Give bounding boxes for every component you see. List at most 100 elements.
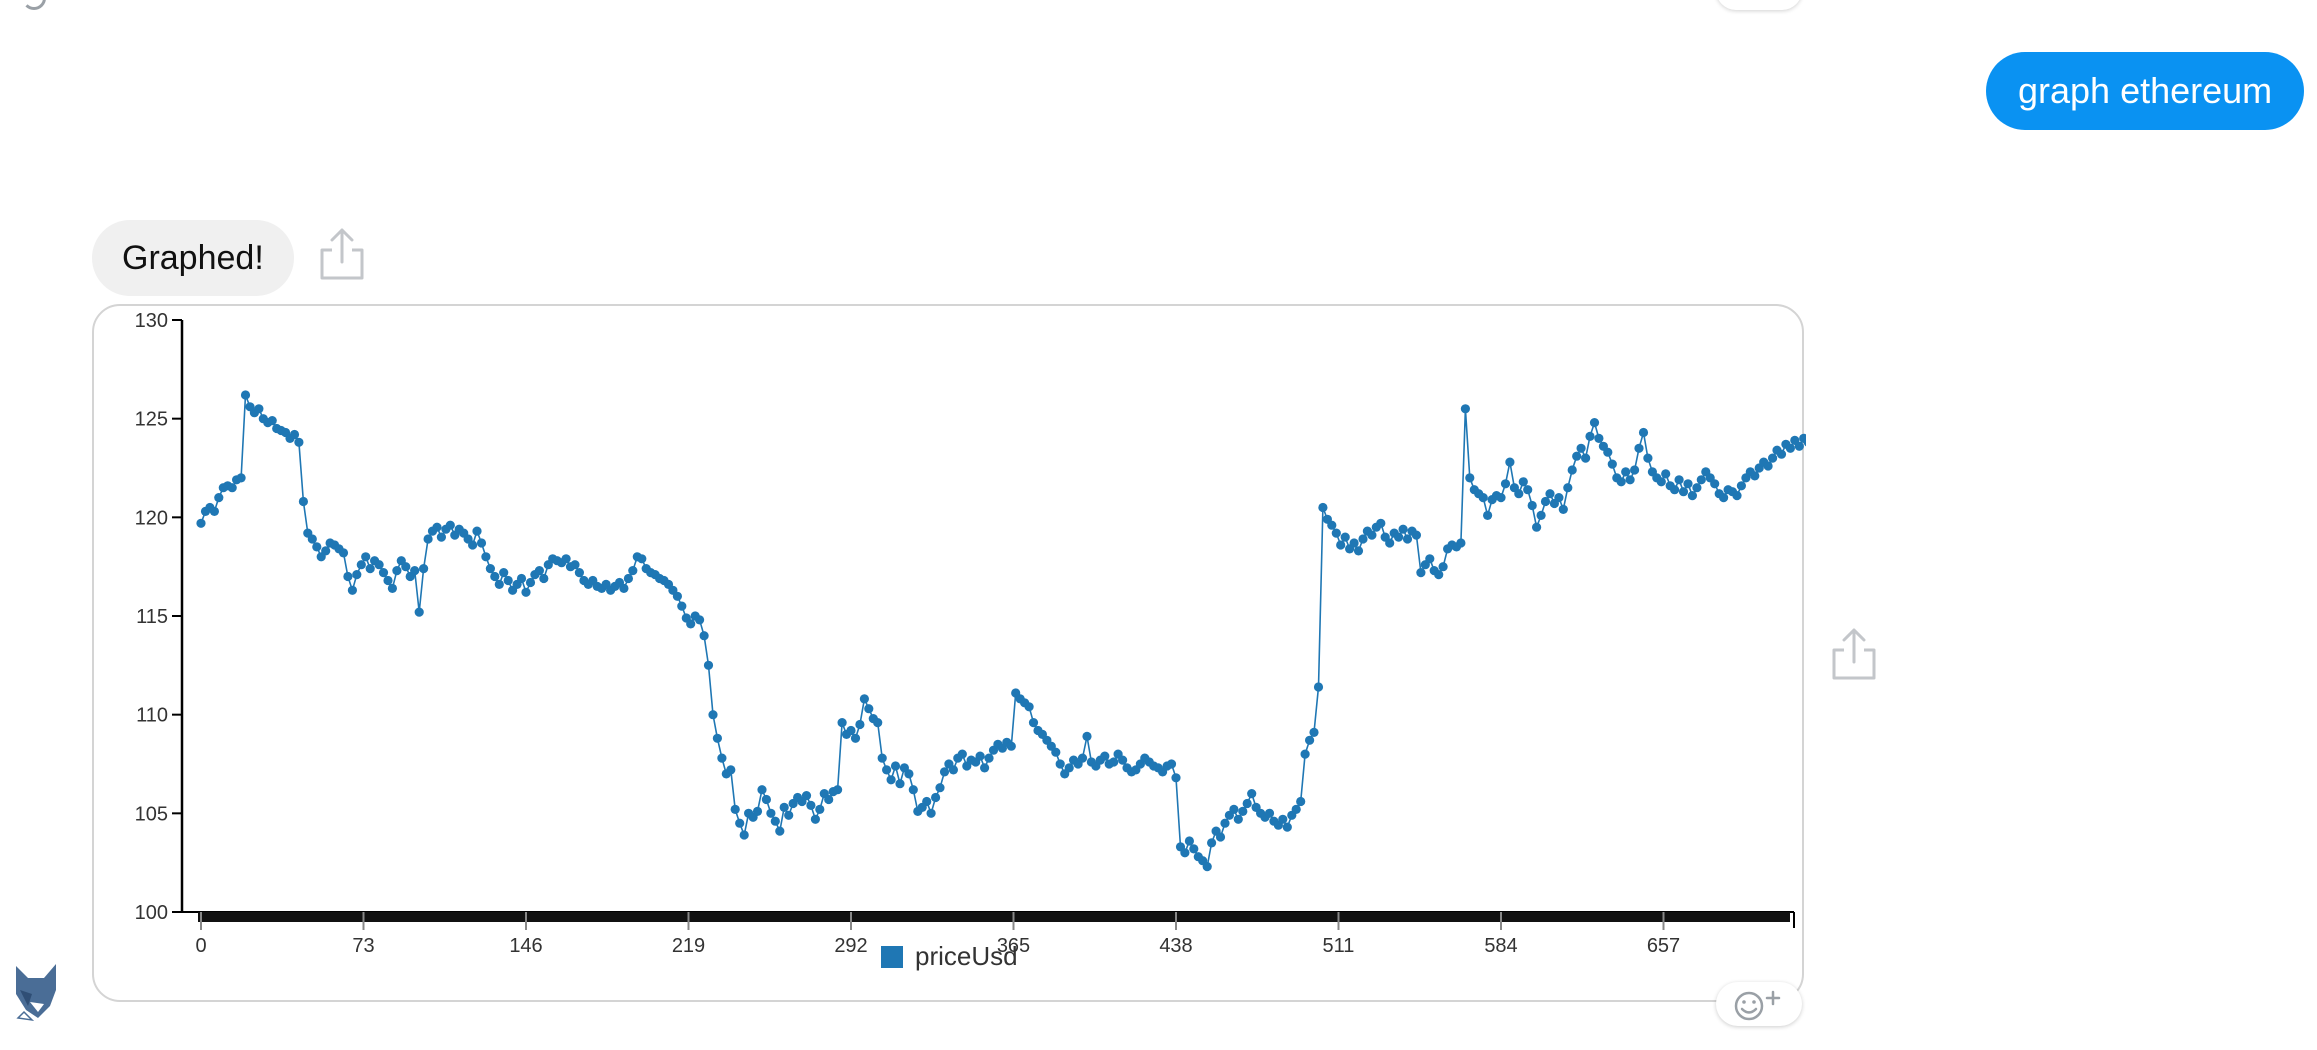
sender-avatar[interactable]: [10, 960, 62, 1022]
chart-attachment[interactable]: 100 105 110 115 120 125 130 0 73 146 219 292 365 438 5…: [92, 304, 1806, 1002]
share-icon: [1832, 628, 1876, 680]
incoming-message-text: Graphed!: [122, 238, 264, 277]
data-point: [1296, 796, 1306, 807]
data-point: [1411, 530, 1421, 540]
share-message-button[interactable]: [318, 226, 366, 287]
data-point: [378, 568, 389, 578]
series-line-priceUsd: [200, 394, 1806, 869]
y-tick-label: 105: [135, 803, 168, 825]
data-point: [1536, 510, 1546, 520]
data-point: [494, 579, 504, 589]
data-point: [1638, 427, 1649, 438]
incoming-message-bubble[interactable]: Graphed!: [92, 220, 294, 296]
data-point: [485, 564, 495, 574]
data-point: [1630, 465, 1640, 475]
data-point: [1483, 510, 1493, 520]
data-point: [1585, 431, 1595, 441]
data-point: [1327, 520, 1337, 530]
data-point: [401, 562, 411, 572]
data-point: [1794, 441, 1804, 451]
data-point: [1514, 489, 1524, 499]
data-point: [476, 538, 487, 548]
data-point: [1247, 789, 1257, 799]
data-point: [926, 808, 936, 818]
data-point: [254, 404, 264, 414]
data-point: [1189, 844, 1199, 854]
data-point: [708, 710, 718, 720]
data-point: [1367, 530, 1377, 540]
data-point: [1305, 735, 1315, 745]
data-point: [766, 808, 776, 818]
outgoing-message-text: graph ethereum: [2018, 70, 2273, 111]
data-point: [1567, 465, 1577, 475]
data-point: [1625, 475, 1635, 485]
x-axis-minor-ticks: [198, 912, 1790, 922]
data-point: [922, 796, 932, 807]
data-point: [1349, 538, 1359, 548]
data-point: [1394, 532, 1404, 542]
data-point: [1656, 477, 1666, 487]
data-point: [1313, 682, 1324, 692]
data-point: [1376, 518, 1386, 528]
x-tick-label: 438: [1159, 935, 1192, 957]
data-point: [730, 804, 740, 814]
data-point: [312, 542, 322, 552]
data-point: [490, 571, 500, 582]
data-point: [534, 566, 544, 576]
data-point: [855, 719, 865, 730]
data-point: [1331, 528, 1341, 538]
data-point: [739, 830, 749, 840]
data-point: [1554, 493, 1564, 503]
data-point: [374, 560, 384, 570]
add-reaction-button[interactable]: [1716, 982, 1802, 1026]
data-point: [472, 526, 482, 536]
data-point: [432, 522, 442, 532]
data-point: [801, 791, 812, 801]
data-point: [717, 753, 727, 763]
share-chart-button[interactable]: [1830, 626, 1878, 687]
data-point: [1696, 475, 1706, 485]
data-point: [1732, 491, 1742, 501]
data-point: [895, 779, 905, 789]
data-point: [383, 575, 393, 586]
outgoing-message-bubble[interactable]: graph ethereum: [1986, 52, 2305, 130]
data-point: [423, 534, 433, 544]
y-tick-label: 110: [136, 705, 168, 727]
data-point: [1540, 496, 1551, 507]
data-point: [1621, 467, 1631, 477]
data-point: [1763, 461, 1773, 471]
data-point: [1465, 473, 1475, 483]
data-point: [628, 566, 638, 576]
previous-reaction-fragment[interactable]: [1716, 0, 1802, 10]
data-point: [980, 763, 990, 773]
x-tick-label: 657: [1647, 935, 1680, 957]
data-point: [1803, 438, 1806, 447]
data-point: [1456, 538, 1466, 548]
data-point: [1028, 718, 1039, 728]
data-point: [236, 473, 246, 483]
data-point: [1278, 814, 1288, 824]
data-point: [637, 554, 647, 564]
y-tick-label: 120: [135, 507, 168, 529]
data-point: [196, 518, 206, 528]
data-point: [1678, 487, 1689, 497]
data-point: [214, 493, 224, 503]
y-tick-label: 125: [135, 409, 168, 431]
data-point: [833, 785, 843, 795]
data-point: [1398, 524, 1408, 534]
data-point: [703, 660, 714, 670]
data-point: [752, 806, 763, 816]
data-point: [824, 794, 834, 805]
data-point: [539, 573, 549, 584]
y-tick-label: 100: [135, 902, 168, 924]
data-point: [1683, 479, 1693, 489]
data-point: [882, 765, 892, 775]
data-point: [1750, 471, 1760, 481]
data-point: [1438, 562, 1448, 572]
x-tick-label: 73: [352, 935, 374, 957]
y-tick-label: 115: [136, 606, 168, 628]
data-point: [1402, 534, 1413, 544]
data-point: [1518, 477, 1528, 487]
data-point: [1109, 757, 1119, 767]
data-point: [672, 591, 683, 601]
